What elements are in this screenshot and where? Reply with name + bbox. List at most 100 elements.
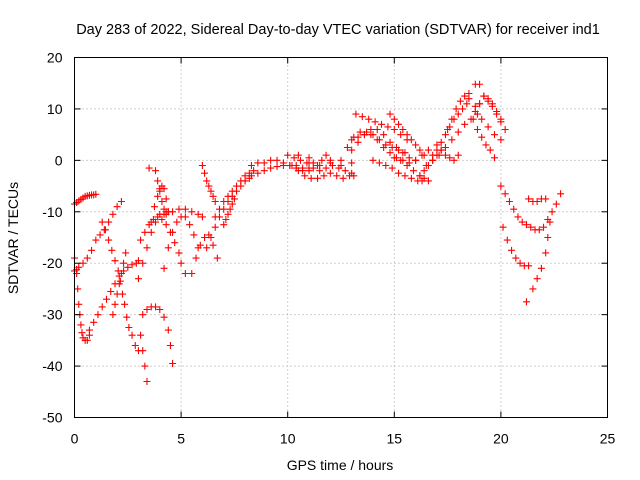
data-point — [166, 342, 174, 349]
data-point — [267, 164, 275, 172]
data-point — [358, 113, 366, 121]
data-point — [320, 172, 328, 180]
data-point — [480, 92, 488, 100]
data-point — [512, 254, 520, 262]
data-point — [493, 110, 501, 118]
data-point — [497, 136, 505, 144]
series-arc14 — [188, 231, 221, 277]
data-point — [102, 295, 110, 303]
data-point — [461, 92, 469, 100]
series-arc06 — [109, 249, 130, 319]
data-point — [405, 154, 413, 162]
data-point — [307, 174, 315, 182]
data-point — [544, 234, 552, 241]
data-point — [113, 203, 121, 211]
data-point — [348, 159, 356, 167]
data-point — [478, 115, 486, 123]
data-point — [78, 329, 86, 337]
data-point — [241, 177, 249, 185]
data-point — [201, 169, 209, 177]
data-point — [407, 136, 415, 144]
data-point — [416, 172, 424, 180]
data-point — [533, 198, 541, 205]
data-point — [134, 275, 142, 283]
data-point — [139, 347, 147, 355]
data-point — [341, 167, 349, 175]
data-point — [497, 118, 505, 126]
data-point — [508, 246, 516, 254]
x-axis-label: GPS time / hours — [287, 457, 394, 473]
data-point — [456, 97, 464, 105]
data-point — [420, 174, 428, 182]
data-point — [557, 190, 565, 198]
data-point — [542, 195, 550, 203]
data-point — [79, 259, 87, 267]
data-point — [401, 172, 409, 180]
data-point — [382, 162, 390, 169]
data-point — [181, 205, 189, 213]
data-point — [397, 156, 405, 164]
data-point — [322, 151, 330, 159]
data-point — [522, 221, 530, 229]
data-point — [301, 172, 309, 180]
data-point — [294, 151, 302, 159]
data-point — [139, 259, 147, 267]
plot-frame — [74, 57, 608, 418]
data-point — [113, 290, 121, 298]
data-point — [145, 164, 153, 172]
data-point — [75, 263, 83, 271]
data-point — [196, 241, 204, 249]
data-point — [175, 249, 183, 257]
data-point — [437, 138, 445, 146]
y-tick-label: 20 — [47, 50, 63, 66]
data-point — [416, 146, 424, 154]
data-point — [407, 174, 415, 182]
data-point — [117, 198, 125, 205]
data-point — [380, 131, 388, 139]
data-point — [294, 167, 302, 175]
data-point — [424, 177, 432, 185]
data-point — [101, 226, 109, 234]
data-point — [209, 241, 217, 249]
data-point — [497, 182, 505, 190]
data-point — [488, 102, 496, 110]
data-point — [403, 162, 411, 169]
data-point — [92, 190, 100, 198]
data-point — [105, 218, 113, 226]
data-point — [441, 151, 449, 159]
data-point — [188, 208, 196, 216]
data-point — [476, 80, 484, 88]
data-point — [125, 324, 133, 331]
data-point — [412, 156, 420, 164]
data-point — [424, 146, 432, 154]
data-point — [420, 151, 428, 159]
data-point — [525, 262, 533, 270]
y-tick-label: 10 — [47, 101, 63, 117]
data-point — [522, 298, 530, 306]
data-point — [254, 169, 262, 177]
data-point — [77, 321, 85, 329]
data-point — [540, 223, 548, 231]
data-point — [452, 105, 460, 113]
series-arc41 — [471, 92, 505, 123]
data-point — [250, 167, 258, 175]
data-point — [224, 192, 232, 200]
data-point — [273, 163, 281, 171]
data-point — [399, 126, 407, 133]
data-point — [386, 149, 394, 157]
data-point — [437, 146, 445, 154]
data-point — [169, 360, 177, 367]
series-arc46 — [525, 195, 550, 205]
series-arc42 — [476, 92, 509, 133]
data-point — [222, 216, 230, 223]
data-point — [156, 306, 164, 313]
data-point — [390, 115, 398, 123]
series-arc20 — [220, 195, 238, 229]
data-point — [529, 285, 537, 293]
data-point — [473, 126, 481, 133]
data-point — [535, 226, 543, 234]
data-point — [173, 218, 181, 226]
data-point — [158, 216, 166, 223]
y-tick-label: -20 — [42, 255, 62, 271]
x-tick-label: 5 — [177, 431, 185, 447]
